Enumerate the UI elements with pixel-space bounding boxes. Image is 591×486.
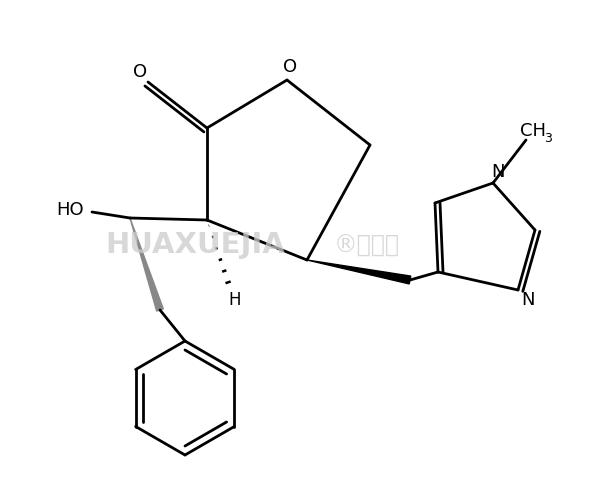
Text: 3: 3 <box>544 132 552 144</box>
Polygon shape <box>130 218 163 311</box>
Text: HO: HO <box>56 201 84 219</box>
Text: N: N <box>521 291 535 309</box>
Text: O: O <box>133 63 147 81</box>
Polygon shape <box>307 260 411 284</box>
Text: O: O <box>283 58 297 76</box>
Text: N: N <box>491 163 505 181</box>
Text: H: H <box>229 291 241 309</box>
Text: HUAXUEJIA: HUAXUEJIA <box>105 231 285 260</box>
Text: ®化学加: ®化学加 <box>333 233 400 258</box>
Text: CH: CH <box>520 122 546 140</box>
